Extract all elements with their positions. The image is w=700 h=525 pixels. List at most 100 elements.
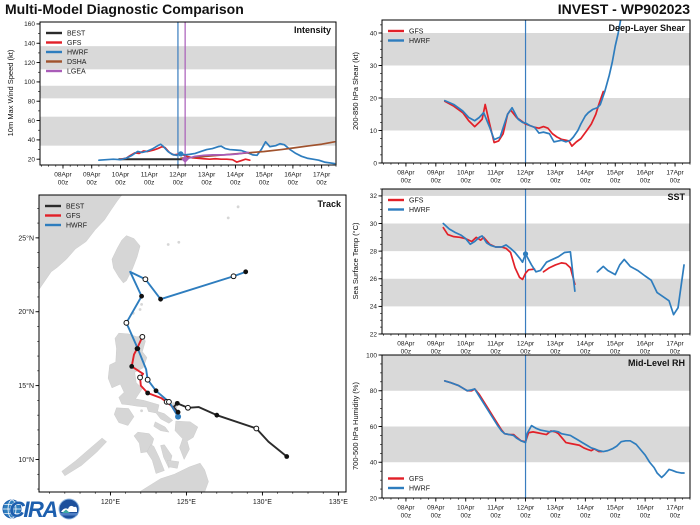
panel-label-track: Track xyxy=(317,199,341,209)
svg-text:00z: 00z xyxy=(401,178,411,185)
storm-id: INVEST - WP902023 xyxy=(557,1,690,17)
svg-text:130°E: 130°E xyxy=(253,498,272,506)
svg-text:00z: 00z xyxy=(316,180,326,187)
svg-text:00z: 00z xyxy=(431,349,441,356)
svg-text:00z: 00z xyxy=(580,178,590,185)
svg-text:16Apr: 16Apr xyxy=(636,505,654,512)
svg-text:120: 120 xyxy=(24,60,35,67)
svg-text:00z: 00z xyxy=(520,513,530,520)
svg-text:00z: 00z xyxy=(670,513,680,520)
svg-text:24: 24 xyxy=(370,304,378,311)
svg-text:10: 10 xyxy=(370,128,378,135)
svg-text:08Apr: 08Apr xyxy=(397,505,415,512)
svg-text:HWRF: HWRF xyxy=(67,49,88,56)
svg-text:10Apr: 10Apr xyxy=(457,170,475,177)
svg-text:00z: 00z xyxy=(640,349,650,356)
svg-text:00z: 00z xyxy=(490,178,500,185)
svg-text:10Apr: 10Apr xyxy=(457,505,475,512)
svg-text:00z: 00z xyxy=(431,513,441,520)
svg-text:BEST: BEST xyxy=(67,30,86,37)
svg-text:13Apr: 13Apr xyxy=(547,505,565,512)
svg-text:HWRF: HWRF xyxy=(66,222,87,229)
svg-text:60: 60 xyxy=(28,118,36,125)
sst-chart: 08Apr00z09Apr00z10Apr00z11Apr00z12Apr00z… xyxy=(370,188,691,356)
svg-text:15°N: 15°N xyxy=(18,382,34,390)
svg-text:09Apr: 09Apr xyxy=(83,172,101,179)
svg-text:00z: 00z xyxy=(610,349,620,356)
svg-text:GFS: GFS xyxy=(67,40,82,47)
svg-text:00z: 00z xyxy=(550,513,560,520)
svg-text:20°N: 20°N xyxy=(18,308,34,316)
svg-text:00z: 00z xyxy=(401,513,411,520)
svg-text:00z: 00z xyxy=(431,178,441,185)
svg-text:22: 22 xyxy=(370,331,378,338)
svg-text:14Apr: 14Apr xyxy=(577,505,595,512)
svg-text:08Apr: 08Apr xyxy=(54,172,72,179)
rh-chart: 08Apr00z09Apr00z10Apr00z11Apr00z12Apr00z… xyxy=(366,352,691,520)
svg-text:00z: 00z xyxy=(490,349,500,356)
shear-y-axis-label: 200-850 hPa Shear (kt) xyxy=(351,52,360,130)
svg-text:40: 40 xyxy=(28,137,36,144)
svg-text:00z: 00z xyxy=(670,349,680,356)
svg-text:20: 20 xyxy=(370,95,378,102)
svg-text:00z: 00z xyxy=(401,349,411,356)
svg-text:00z: 00z xyxy=(259,180,269,187)
svg-text:11Apr: 11Apr xyxy=(487,341,505,348)
cira-badge-icon xyxy=(58,498,80,520)
svg-text:14Apr: 14Apr xyxy=(577,170,595,177)
svg-text:80: 80 xyxy=(370,388,378,395)
svg-text:LGEA: LGEA xyxy=(67,68,86,75)
figure-title: Multi-Model Diagnostic Comparison xyxy=(5,1,244,17)
svg-text:00z: 00z xyxy=(550,178,560,185)
svg-text:00z: 00z xyxy=(460,349,470,356)
svg-text:00z: 00z xyxy=(115,180,125,187)
svg-text:00z: 00z xyxy=(580,349,590,356)
map-land xyxy=(39,195,290,492)
svg-text:20: 20 xyxy=(28,157,36,164)
intensity-chart: 08Apr00z09Apr00z10Apr00z11Apr00z12Apr00z… xyxy=(24,21,337,187)
svg-text:10Apr: 10Apr xyxy=(112,172,130,179)
svg-text:13Apr: 13Apr xyxy=(547,341,565,348)
svg-text:00z: 00z xyxy=(86,180,96,187)
svg-text:17Apr: 17Apr xyxy=(666,341,684,348)
svg-text:17Apr: 17Apr xyxy=(666,505,684,512)
svg-text:11Apr: 11Apr xyxy=(487,170,505,177)
svg-text:08Apr: 08Apr xyxy=(397,170,415,177)
svg-text:135°E: 135°E xyxy=(329,498,348,506)
shear-chart: 08Apr00z09Apr00z10Apr00z11Apr00z12Apr00z… xyxy=(370,19,691,185)
svg-text:60: 60 xyxy=(370,424,378,431)
svg-text:20: 20 xyxy=(370,495,378,502)
svg-text:120°E: 120°E xyxy=(101,498,120,506)
svg-text:15Apr: 15Apr xyxy=(607,505,625,512)
svg-text:16Apr: 16Apr xyxy=(636,341,654,348)
svg-text:25°N: 25°N xyxy=(18,234,34,242)
svg-text:00z: 00z xyxy=(230,180,240,187)
svg-text:14Apr: 14Apr xyxy=(577,341,595,348)
svg-text:00z: 00z xyxy=(610,513,620,520)
svg-text:00z: 00z xyxy=(610,178,620,185)
svg-text:09Apr: 09Apr xyxy=(427,505,445,512)
rh-y-axis-label: 700-500 hPa Humidity (%) xyxy=(351,382,360,470)
svg-text:GFS: GFS xyxy=(409,197,424,204)
svg-text:00z: 00z xyxy=(520,178,530,185)
svg-text:15Apr: 15Apr xyxy=(607,170,625,177)
svg-text:HWRF: HWRF xyxy=(409,207,430,214)
svg-text:80: 80 xyxy=(28,99,36,106)
svg-text:00z: 00z xyxy=(490,513,500,520)
svg-text:00z: 00z xyxy=(550,349,560,356)
svg-text:HWRF: HWRF xyxy=(409,38,430,45)
svg-text:13Apr: 13Apr xyxy=(198,172,216,179)
svg-text:09Apr: 09Apr xyxy=(427,341,445,348)
svg-text:40: 40 xyxy=(370,30,378,37)
svg-text:100: 100 xyxy=(366,352,377,359)
panel-label-intensity: Intensity xyxy=(293,25,331,35)
svg-text:13Apr: 13Apr xyxy=(547,170,565,177)
svg-text:00z: 00z xyxy=(460,513,470,520)
svg-text:15Apr: 15Apr xyxy=(255,172,273,179)
svg-text:0: 0 xyxy=(373,160,377,167)
intensity-y-axis-label: 10m Max Wind Speed (kt) xyxy=(6,49,15,137)
panel-label-shear: Deep-Layer Shear xyxy=(608,23,685,33)
svg-text:26: 26 xyxy=(370,276,378,283)
svg-text:BEST: BEST xyxy=(66,203,85,210)
